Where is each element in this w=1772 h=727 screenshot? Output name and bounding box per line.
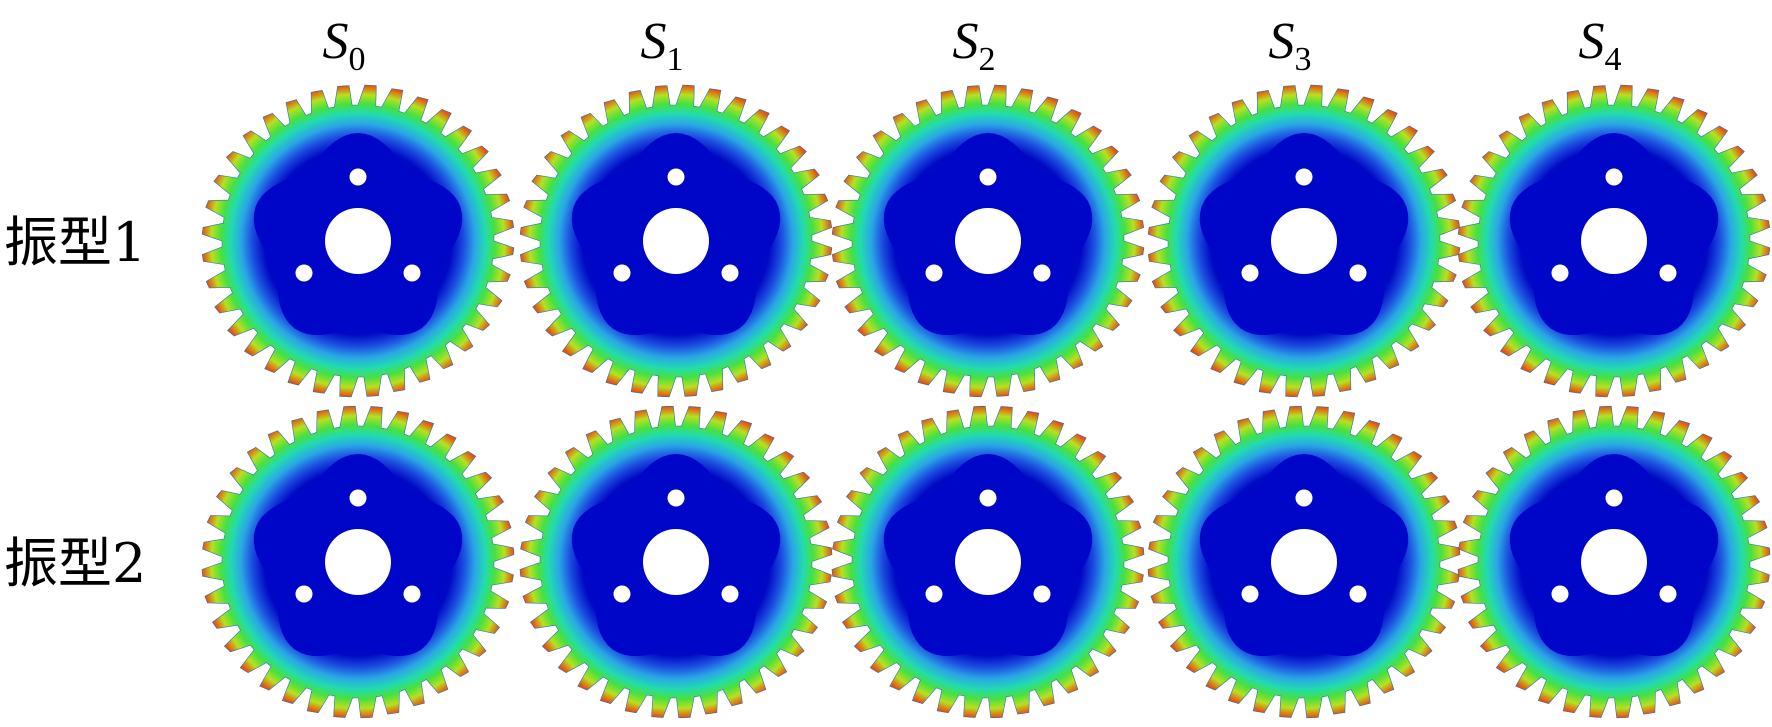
row-label: 振型2 <box>4 532 146 595</box>
gear <box>519 84 833 398</box>
hole <box>925 264 943 282</box>
column-header: S3 <box>1269 13 1312 78</box>
hole <box>403 264 421 282</box>
subscript: 2 <box>979 41 996 78</box>
bore <box>1271 529 1337 595</box>
hole <box>1551 585 1569 603</box>
gear <box>1147 405 1461 719</box>
hole <box>613 585 631 603</box>
symbol: S <box>1269 13 1295 70</box>
hole <box>1551 264 1569 282</box>
subscript: 0 <box>349 41 366 78</box>
column-header: S1 <box>641 13 684 78</box>
hole <box>721 264 739 282</box>
hole <box>1295 489 1313 507</box>
symbol: S <box>953 13 979 70</box>
hole <box>295 264 313 282</box>
bore <box>325 208 391 274</box>
gear <box>519 405 833 719</box>
gear <box>1457 405 1771 719</box>
hole <box>349 168 367 186</box>
bore <box>1581 529 1647 595</box>
hole <box>403 585 421 603</box>
hole <box>1349 585 1367 603</box>
hole <box>667 489 685 507</box>
gear <box>831 84 1145 398</box>
hole <box>1659 585 1677 603</box>
hole <box>1033 264 1051 282</box>
column-header: S2 <box>953 13 996 78</box>
hole <box>1241 585 1259 603</box>
subscript: 3 <box>1295 41 1312 78</box>
hole <box>1605 489 1623 507</box>
hole <box>925 585 943 603</box>
row-label: 振型1 <box>4 211 146 274</box>
symbol: S <box>641 13 667 70</box>
hole <box>1605 168 1623 186</box>
symbol: S <box>323 13 349 70</box>
hole <box>349 489 367 507</box>
symbol: S <box>1579 13 1605 70</box>
hole <box>1241 264 1259 282</box>
hole <box>613 264 631 282</box>
column-header: S0 <box>323 13 366 78</box>
hole <box>1349 264 1367 282</box>
bore <box>955 529 1021 595</box>
hole <box>979 489 997 507</box>
hole <box>1659 264 1677 282</box>
gear <box>831 405 1145 719</box>
subscript: 1 <box>667 41 684 78</box>
subscript: 4 <box>1605 41 1622 78</box>
gear <box>201 405 515 719</box>
hole <box>721 585 739 603</box>
bore <box>1581 208 1647 274</box>
bore <box>955 208 1021 274</box>
hole <box>979 168 997 186</box>
bore <box>643 208 709 274</box>
hole <box>1033 585 1051 603</box>
column-header: S4 <box>1579 13 1622 78</box>
gear <box>1147 84 1461 398</box>
gear <box>201 84 515 398</box>
gear <box>1457 84 1771 398</box>
bore <box>643 529 709 595</box>
hole <box>1295 168 1313 186</box>
bore <box>325 529 391 595</box>
hole <box>667 168 685 186</box>
hole <box>295 585 313 603</box>
bore <box>1271 208 1337 274</box>
